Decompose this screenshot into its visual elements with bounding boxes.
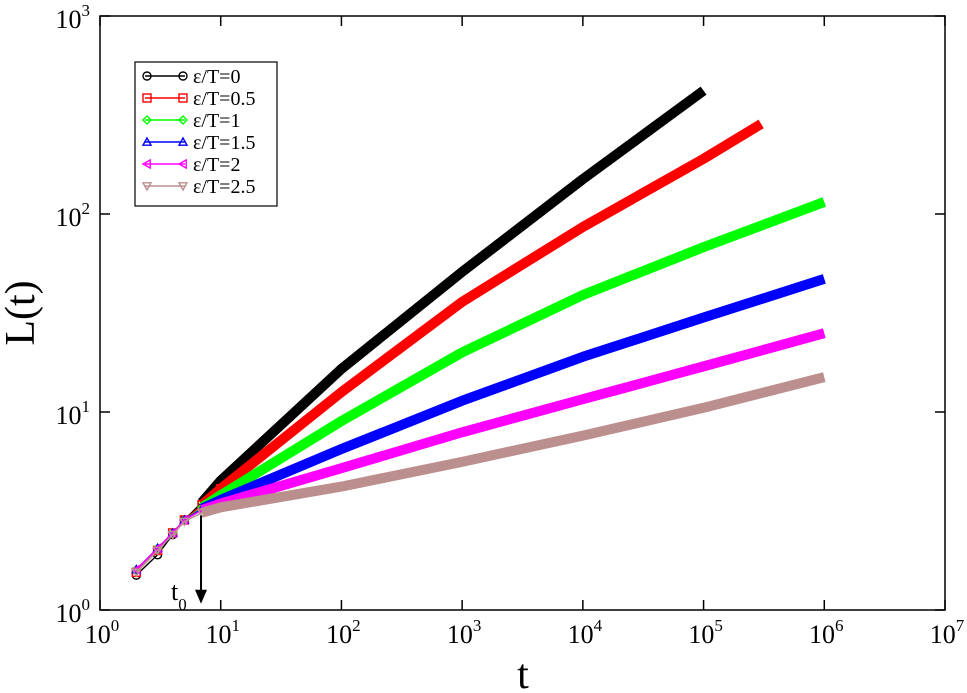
y-tick-label-base: 10 [56,203,82,232]
y-tick-label-base: 10 [56,5,82,34]
x-tick-label-exp: 7 [956,616,965,635]
y-tick-label: 103 [56,1,91,34]
y-tick-label-base: 10 [56,401,82,430]
data-point [167,530,178,541]
legend-item: ε/T=0 [142,66,240,88]
series-line [200,372,826,518]
series-layer [130,86,827,580]
legend-item: ε/T=2 [141,154,240,176]
x-tick-label: 100 [85,616,120,649]
y-tick-label-exp: 0 [82,595,91,614]
x-tick-label-base: 10 [205,620,231,649]
series-line [198,119,764,509]
x-tick-label: 103 [447,616,482,649]
x-tick-label-exp: 6 [835,616,844,635]
x-tick-label-base: 10 [688,620,714,649]
y-tick-label: 101 [56,397,91,430]
legend-marker [177,158,187,170]
series-5 [131,372,826,578]
x-tick-label-base: 10 [809,620,835,649]
y-tick-label: 102 [56,199,91,232]
legend-label: ε/T=0 [193,66,240,88]
legend-marker [178,115,188,125]
legend-label: ε/T=2 [193,154,240,176]
y-tick-label-exp: 2 [82,199,91,218]
legend-item: ε/T=1.5 [141,132,255,154]
data-point [215,503,226,513]
x-tick-label-base: 10 [447,620,473,649]
legend-marker [177,136,189,146]
data-point [179,517,190,527]
x-tick-label-base: 10 [930,620,956,649]
legend: ε/T=0ε/T=0.5ε/T=1ε/T=1.5ε/T=2ε/T=2.5 [134,61,278,207]
x-axis-title: t [517,652,529,693]
x-tick-label-base: 10 [85,620,111,649]
legend-marker [141,158,151,170]
y-tick-label: 100 [56,595,91,628]
legend-marker [142,115,152,125]
y-tick-label-exp: 1 [82,397,91,416]
x-tick-label-exp: 5 [714,616,723,635]
legend-label: ε/T=2.5 [193,176,255,198]
data-point [196,508,208,519]
legend-marker [141,182,153,192]
x-tick-label-exp: 0 [111,616,120,635]
legend-marker [141,136,153,146]
x-tick-label: 105 [688,616,723,649]
legend-label: ε/T=1 [193,110,240,132]
legend-marker [178,71,188,81]
legend-marker [142,71,152,81]
legend-label: ε/T=1.5 [193,132,255,154]
legend-item: ε/T=0.5 [142,88,255,110]
x-tick-label-exp: 3 [473,616,482,635]
annotation-arrowhead [195,589,208,604]
x-tick-label-exp: 1 [231,616,240,635]
x-tick-label-base: 10 [326,620,352,649]
x-tick-label: 107 [930,616,965,649]
legend-label: ε/T=0.5 [193,88,255,110]
x-tick-label-exp: 2 [352,616,361,635]
ticks [99,15,946,611]
legend-item: ε/T=1 [142,110,240,132]
x-tick-label: 106 [809,616,844,649]
legend-marker [178,93,188,103]
legend-box [134,61,278,207]
x-tick-label: 102 [326,616,361,649]
data-point [152,546,163,556]
data-point [131,568,142,578]
x-tick-label-exp: 4 [594,616,603,635]
y-tick-label-base: 10 [56,599,82,628]
annotations: t0 [171,515,208,614]
legend-item: ε/T=2.5 [141,176,255,198]
x-tick-label-base: 10 [568,620,594,649]
x-tick-label: 104 [568,616,603,649]
legend-marker [142,93,152,103]
y-tick-label-exp: 3 [82,1,91,20]
annotation-label: t0 [171,577,187,614]
legend-marker [177,182,189,192]
x-tick-label: 101 [205,616,240,649]
y-axis-title: L(t) [0,280,44,345]
